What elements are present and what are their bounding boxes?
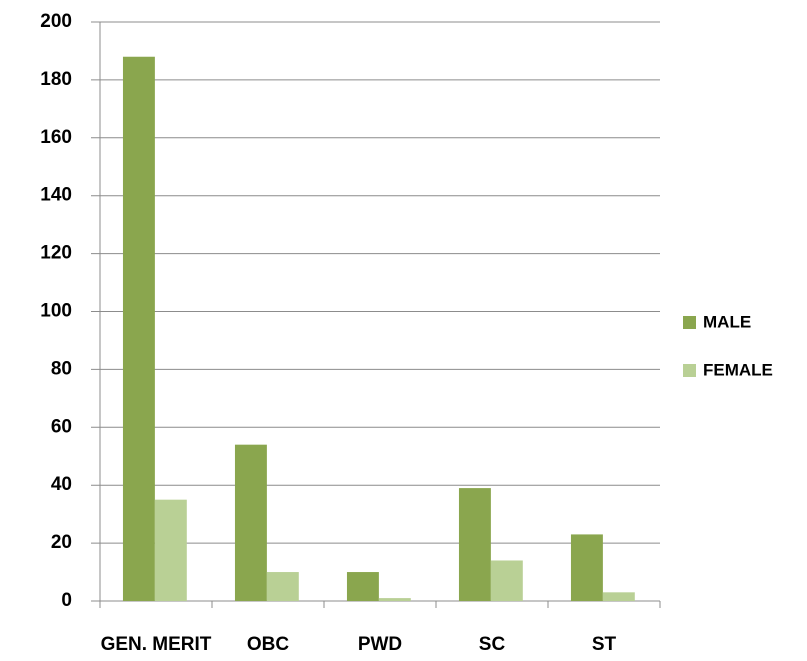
y-tick-label: 20 xyxy=(51,532,72,553)
y-tick-label: 80 xyxy=(51,358,72,379)
bar xyxy=(570,534,603,601)
x-tick-label: PWD xyxy=(358,634,402,655)
legend-swatch xyxy=(683,364,696,377)
bar xyxy=(346,572,379,601)
bar xyxy=(458,488,491,601)
legend-swatch xyxy=(683,316,696,329)
bar xyxy=(154,499,187,601)
legend: MALE FEMALE xyxy=(683,312,773,379)
bar xyxy=(490,560,523,601)
bar xyxy=(378,598,411,601)
legend-label: MALE xyxy=(703,312,751,331)
bar xyxy=(266,572,299,601)
y-tick-label: 40 xyxy=(51,474,72,495)
bar xyxy=(234,444,267,601)
x-tick-label: SC xyxy=(479,634,506,655)
y-tick-label: 100 xyxy=(40,301,72,322)
x-tick-label: OBC xyxy=(247,634,290,655)
bar xyxy=(602,592,635,601)
y-tick-label: 160 xyxy=(40,127,72,148)
x-tick-label: GEN. MERIT xyxy=(101,634,212,655)
legend-label: FEMALE xyxy=(703,360,773,379)
y-tick-label: 180 xyxy=(40,69,72,90)
y-tick-label: 0 xyxy=(61,590,72,611)
y-tick-label: 60 xyxy=(51,416,72,437)
y-tick-label: 140 xyxy=(40,185,72,206)
y-tick-label: 120 xyxy=(40,243,72,264)
x-tick-label: ST xyxy=(592,634,617,655)
y-tick-label: 200 xyxy=(40,11,72,32)
bar xyxy=(122,56,155,602)
